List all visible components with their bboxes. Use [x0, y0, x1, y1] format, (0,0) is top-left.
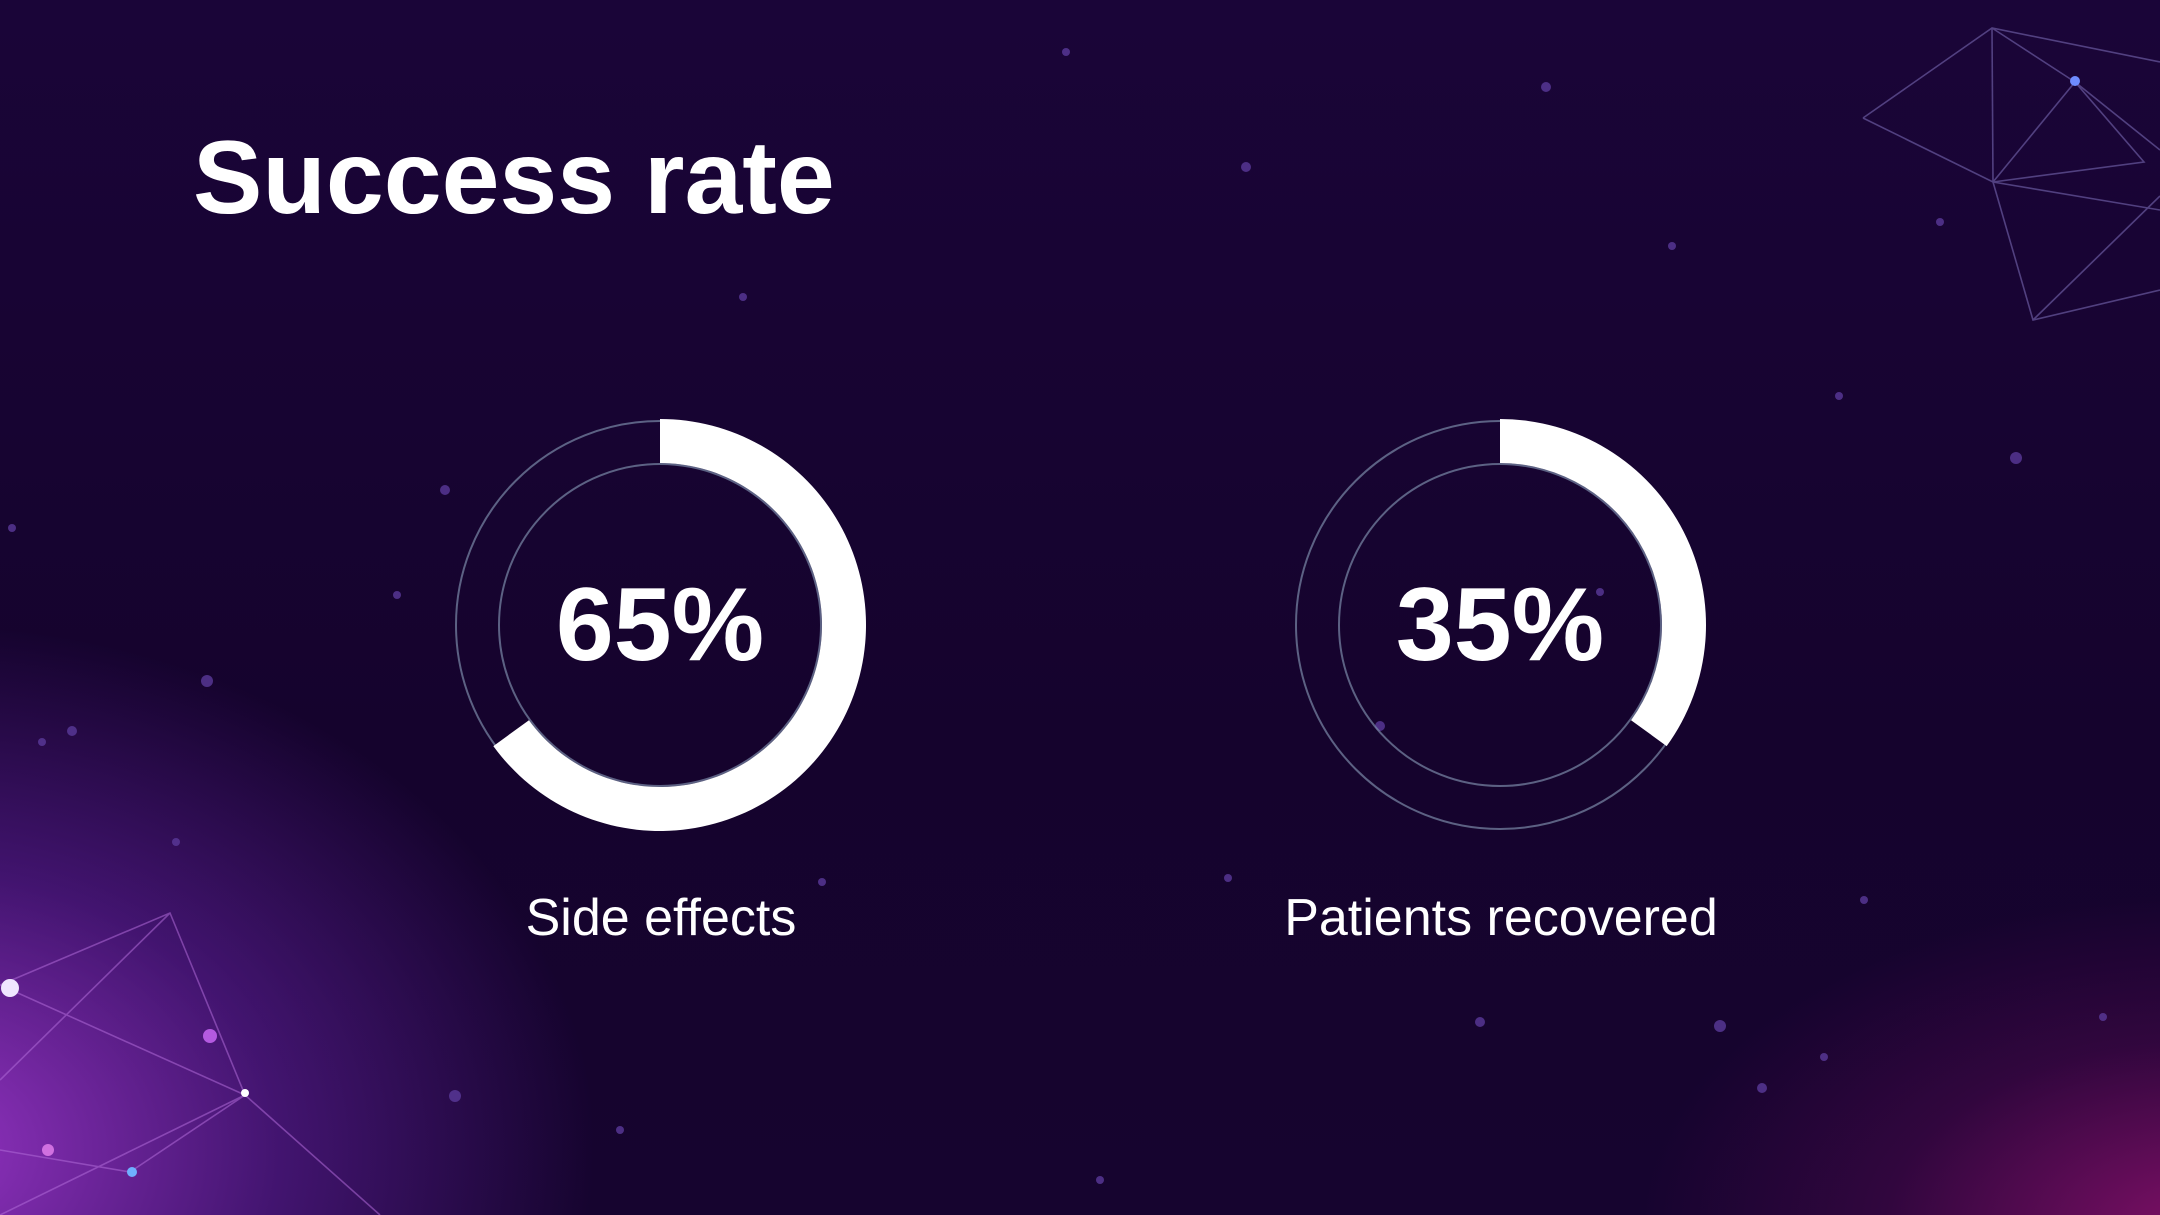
gauge-value-patients-recovered: 35%	[1395, 566, 1605, 683]
gauge-side-effects: 65%	[450, 415, 870, 835]
star-field	[8, 48, 2107, 1184]
inner-track-ring	[498, 463, 822, 787]
progress-arc-patients-recovered	[1500, 419, 1706, 747]
glow-dot	[241, 1089, 249, 1097]
gauge-patients-recovered: 35%	[1290, 415, 1710, 835]
slide-title: Success rate	[193, 120, 835, 236]
network-bottom-left	[0, 911, 381, 1215]
inner-track-ring	[1338, 463, 1662, 787]
donut-chart-patients-recovered	[1295, 419, 1706, 830]
donut-chart-side-effects	[455, 419, 866, 831]
gauge-label-side-effects: Side effects	[525, 889, 797, 947]
glow-dot	[1, 979, 19, 997]
star-dot	[2070, 76, 2080, 86]
gauge-label-patients-recovered: Patients recovered	[1284, 889, 1718, 947]
glow-dot	[203, 1029, 217, 1043]
glow-dot	[42, 1144, 54, 1156]
network-top-right	[1862, 27, 2160, 321]
gauge-value-side-effects: 65%	[555, 566, 765, 683]
glow-dot	[127, 1167, 137, 1177]
